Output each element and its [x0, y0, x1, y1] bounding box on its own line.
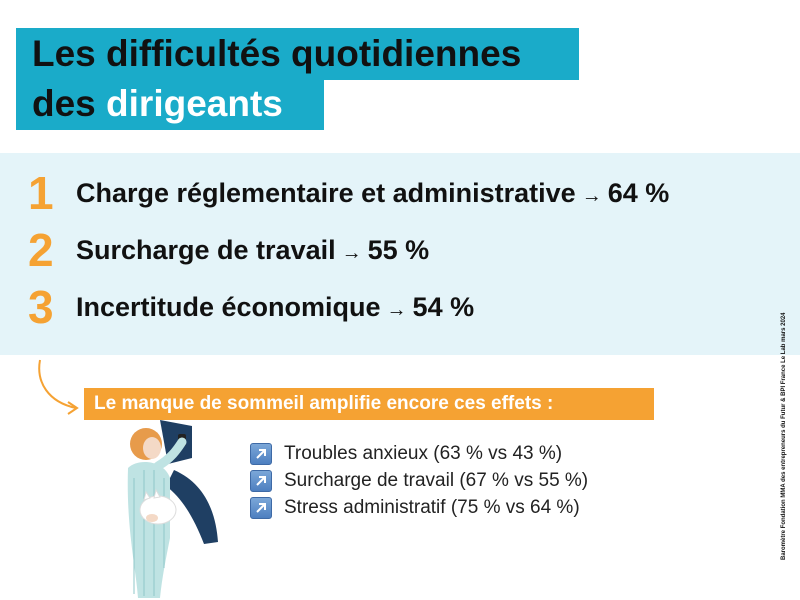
title-block: Les difficultés quotidiennes des dirigea… [16, 28, 579, 130]
up-right-arrow-icon [250, 496, 272, 519]
title-line-1: Les difficultés quotidiennes [16, 28, 579, 80]
up-right-arrow-icon [250, 442, 272, 465]
rank-value: 55 % [367, 234, 430, 265]
title-line-2: des dirigeants [16, 80, 324, 130]
effect-text: Troubles anxieux (63 % vs 43 %) [284, 442, 563, 464]
rank-row-2: 2 Surcharge de travail → 55 % [28, 226, 429, 274]
rank-number: 1 [28, 167, 54, 219]
effect-text: Surcharge de travail (67 % vs 55 %) [284, 469, 589, 491]
rank-value: 64 % [607, 177, 670, 208]
right-arrow-icon: → [341, 241, 362, 264]
rank-number: 2 [28, 224, 54, 276]
curved-arrow-icon [38, 359, 79, 415]
subtitle-banner: Le manque de sommeil amplifie encore ces… [84, 388, 654, 420]
title-line-2-prefix: des [32, 83, 107, 124]
right-arrow-icon: → [386, 298, 407, 321]
source-note: Baromètre Fondation MMA des entrepreneur… [781, 312, 787, 561]
rank-row-3: 3 Incertitude économique → 54 % [28, 283, 474, 331]
effect-text: Stress administratif (75 % vs 64 %) [284, 496, 580, 518]
ranking-band: 1 Charge réglementaire et administrative… [0, 153, 800, 355]
list-item: Surcharge de travail (67 % vs 55 %) [250, 467, 588, 494]
rank-label: Incertitude économique [76, 291, 381, 322]
sleeping-woman-illustration [127, 420, 218, 598]
effects-list: Troubles anxieux (63 % vs 43 %) Surcharg… [250, 440, 588, 521]
rank-text: Charge réglementaire et administrative → 6… [76, 178, 669, 209]
title-highlight: dirigeants [106, 83, 283, 124]
rank-label: Surcharge de travail [76, 234, 336, 265]
right-arrow-icon: → [581, 184, 602, 207]
rank-row-1: 1 Charge réglementaire et administrative… [28, 169, 669, 217]
rank-number: 3 [28, 281, 54, 333]
up-right-arrow-icon [250, 469, 272, 492]
rank-text: Incertitude économique → 54 % [76, 292, 474, 323]
list-item: Stress administratif (75 % vs 64 %) [250, 494, 588, 521]
list-item: Troubles anxieux (63 % vs 43 %) [250, 440, 588, 467]
rank-label: Charge réglementaire et administrative [76, 177, 576, 208]
rank-text: Surcharge de travail → 55 % [76, 235, 429, 266]
rank-value: 54 % [412, 291, 475, 322]
